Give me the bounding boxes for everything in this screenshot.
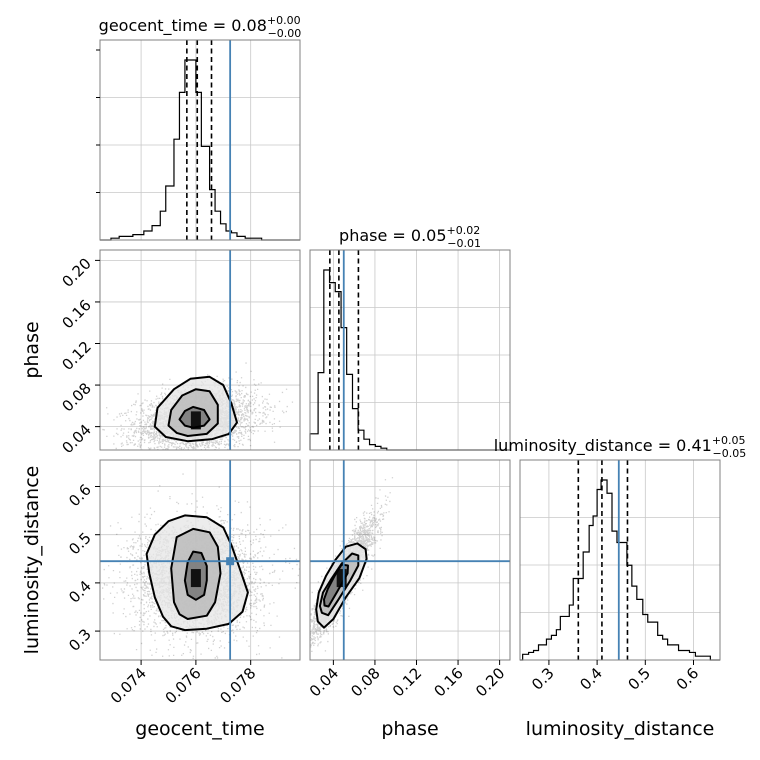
- y-tick-label: 0.4: [65, 577, 95, 607]
- density-peak: [336, 569, 347, 588]
- density-peak: [190, 411, 201, 430]
- title-luminosity_distance: luminosity_distance = 0.41+0.05 −0.05: [494, 434, 747, 460]
- y-tick-label: 0.04: [58, 421, 94, 457]
- panel-frame: [519, 459, 721, 661]
- y-tick-label: 0.5: [65, 529, 95, 559]
- x-tick-label: 0.4: [576, 664, 606, 694]
- x-tick-label: 0.6: [673, 664, 703, 694]
- hist-panel-luminosity_distance: luminosity_distance = 0.41+0.05 −0.05: [494, 434, 747, 661]
- title-phase: phase = 0.05+0.02 −0.01: [339, 224, 481, 250]
- x-tick-label: 0.078: [216, 664, 259, 707]
- x-axis-label-luminosity_distance: luminosity_distance: [526, 718, 715, 740]
- contour-level-0: [178, 405, 211, 429]
- hist-panel-phase: phase = 0.05+0.02 −0.01: [309, 224, 511, 451]
- x-tick-label: 0.04: [306, 664, 342, 700]
- y-axis-label-luminosity_distance: luminosity_distance: [21, 466, 43, 655]
- contour-level-1: [170, 527, 222, 620]
- panel-frame: [99, 459, 301, 661]
- density-peak: [190, 569, 201, 588]
- density-layer: [100, 460, 300, 660]
- joint-panel-phase-luminosity_distance: [309, 459, 511, 661]
- joint-panel-geocent_time-luminosity_distance: [99, 459, 301, 661]
- joint-panel-geocent_time-phase: [99, 249, 301, 451]
- density-layer: [100, 250, 294, 450]
- x-tick-label: 0.074: [107, 664, 150, 707]
- panel-frame: [309, 459, 511, 661]
- contour-level-1: [318, 552, 360, 617]
- histogram-step-luminosity_distance: [520, 479, 720, 661]
- sample-points: [100, 473, 300, 659]
- title-geocent_time: geocent_time = 0.08+0.00 −0.00: [99, 14, 302, 40]
- x-axis-label-geocent_time: geocent_time: [135, 718, 264, 740]
- x-tick-label: 0.20: [472, 664, 508, 700]
- panel-frame: [99, 249, 301, 451]
- y-tick-label: 0.12: [58, 338, 94, 374]
- x-tick-label: 0.08: [347, 664, 383, 700]
- histogram-step-geocent_time: [100, 59, 300, 241]
- x-tick-label: 0.16: [431, 664, 467, 700]
- y-tick-label: 0.6: [65, 481, 95, 511]
- x-tick-label: 0.076: [162, 664, 205, 707]
- x-tick-label: 0.3: [528, 664, 558, 694]
- x-tick-label: 0.12: [389, 664, 425, 700]
- y-tick-label: 0.20: [58, 254, 94, 290]
- y-tick-label: 0.08: [58, 379, 94, 415]
- contour-level-2: [153, 375, 238, 443]
- density-layer: [310, 460, 510, 660]
- contour-level-0: [323, 563, 349, 608]
- contour-level-2: [145, 514, 249, 632]
- contour-level-2: [315, 542, 368, 629]
- x-axis-label-phase: phase: [381, 718, 438, 740]
- panel-frame: [99, 39, 301, 241]
- contour-level-0: [183, 550, 208, 601]
- histogram-step-phase: [309, 269, 510, 451]
- y-axis-label-phase: phase: [21, 321, 43, 378]
- y-tick-label: 0.3: [65, 625, 95, 655]
- hist-panel-geocent_time: geocent_time = 0.08+0.00 −0.00: [96, 14, 302, 241]
- truth-marker: [226, 557, 235, 566]
- contour-level-1: [167, 388, 219, 437]
- panel-frame: [309, 249, 511, 451]
- x-tick-label: 0.5: [625, 664, 655, 694]
- y-tick-label: 0.16: [58, 296, 94, 332]
